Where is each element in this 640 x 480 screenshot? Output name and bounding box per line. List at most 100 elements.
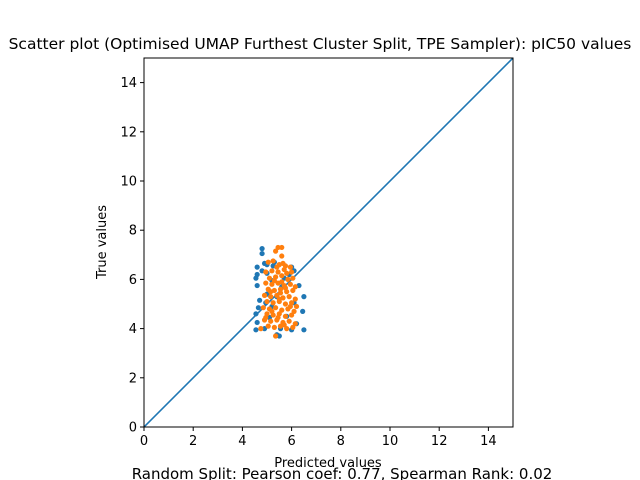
- data-point: [289, 312, 295, 318]
- data-point: [268, 294, 274, 300]
- data-point: [260, 305, 266, 311]
- axes-frame: [143, 57, 514, 428]
- data-point: [268, 318, 274, 324]
- y-tick-label: 2: [129, 371, 137, 386]
- data-point: [273, 248, 279, 254]
- data-point: [276, 296, 282, 302]
- x-tick-label: 6: [287, 434, 295, 449]
- data-point: [292, 284, 298, 290]
- data-point: [261, 292, 268, 298]
- data-point: [268, 289, 274, 295]
- data-point: [287, 264, 293, 270]
- data-point: [254, 282, 260, 289]
- data-point: [279, 279, 285, 285]
- data-point: [287, 303, 293, 310]
- data-point: [265, 259, 271, 265]
- data-point: [287, 281, 293, 287]
- chart-caption: Random Split: Pearson coef: 0.77, Spearm…: [132, 465, 553, 480]
- data-point: [284, 270, 290, 276]
- data-point: [257, 297, 263, 303]
- y-tick-label: 6: [129, 273, 137, 288]
- data-point: [275, 314, 281, 321]
- data-point: [271, 278, 277, 284]
- data-point: [290, 287, 296, 294]
- data-point: [263, 269, 269, 275]
- data-point: [293, 303, 300, 310]
- data-point: [275, 244, 281, 251]
- y-tick-label: 0: [129, 421, 137, 436]
- data-point: [289, 269, 295, 275]
- data-point: [259, 250, 265, 257]
- x-tick-label: 10: [382, 434, 399, 449]
- data-point: [273, 305, 279, 311]
- y-axis-label: True values: [95, 205, 110, 280]
- data-point: [290, 324, 296, 330]
- x-tick-label: 4: [238, 434, 246, 449]
- data-point: [253, 311, 259, 317]
- data-point: [282, 285, 289, 291]
- y-axis-ticks: 0 2 4 6 8 10 12 14: [120, 76, 144, 436]
- x-tick-label: 2: [189, 434, 197, 449]
- data-point: [281, 266, 287, 273]
- data-point: [264, 298, 270, 305]
- data-point: [259, 246, 265, 252]
- data-point: [279, 244, 285, 251]
- y-tick-label: 14: [120, 76, 137, 91]
- y-tick-label: 8: [129, 224, 137, 239]
- data-point: [261, 326, 268, 332]
- data-point: [301, 327, 307, 333]
- data-point: [274, 292, 280, 298]
- identity-reference-line: [144, 58, 513, 427]
- data-point: [269, 281, 275, 287]
- x-axis-ticks: 0 2 4 6 8 10 12 14: [140, 427, 497, 449]
- data-point: [277, 286, 284, 292]
- data-point: [263, 280, 269, 286]
- data-point: [292, 296, 298, 302]
- points-layer: [253, 244, 307, 339]
- data-point: [254, 264, 260, 270]
- x-tick-label: 8: [337, 434, 345, 449]
- series-2: [258, 244, 300, 339]
- data-point: [301, 294, 307, 300]
- x-tick-label: 14: [480, 434, 497, 449]
- data-point: [300, 308, 306, 314]
- data-point: [279, 307, 285, 313]
- data-point: [275, 269, 281, 275]
- y-tick-label: 10: [120, 175, 137, 190]
- data-point: [254, 319, 260, 326]
- data-point: [281, 322, 287, 328]
- data-point: [282, 313, 289, 319]
- x-tick-label: 12: [431, 434, 448, 449]
- data-point: [276, 333, 282, 339]
- data-point: [269, 308, 275, 314]
- data-point: [255, 305, 261, 311]
- data-point: [265, 323, 271, 329]
- chart-title: Scatter plot (Optimised UMAP Furthest Cl…: [9, 35, 632, 53]
- data-point: [291, 308, 297, 314]
- data-point: [285, 276, 291, 282]
- data-point: [279, 273, 285, 279]
- y-tick-label: 4: [129, 322, 137, 337]
- data-point: [273, 333, 279, 339]
- x-axis-label: Predicted values: [274, 456, 382, 471]
- data-point: [274, 264, 280, 270]
- data-point: [286, 318, 292, 324]
- x-tick-label: 0: [140, 434, 148, 449]
- data-point: [277, 290, 284, 296]
- data-point: [263, 314, 269, 321]
- data-point: [284, 326, 290, 332]
- data-point: [290, 275, 296, 281]
- data-point: [292, 321, 298, 327]
- data-point: [270, 258, 276, 264]
- data-point: [266, 275, 273, 281]
- data-point: [258, 326, 264, 332]
- data-point: [253, 275, 259, 281]
- reference-line-layer: [144, 58, 513, 427]
- data-point: [253, 327, 259, 333]
- data-point: [271, 324, 277, 330]
- data-point: [270, 300, 276, 306]
- data-point: [269, 268, 275, 274]
- data-point: [282, 301, 289, 307]
- data-point: [286, 294, 292, 300]
